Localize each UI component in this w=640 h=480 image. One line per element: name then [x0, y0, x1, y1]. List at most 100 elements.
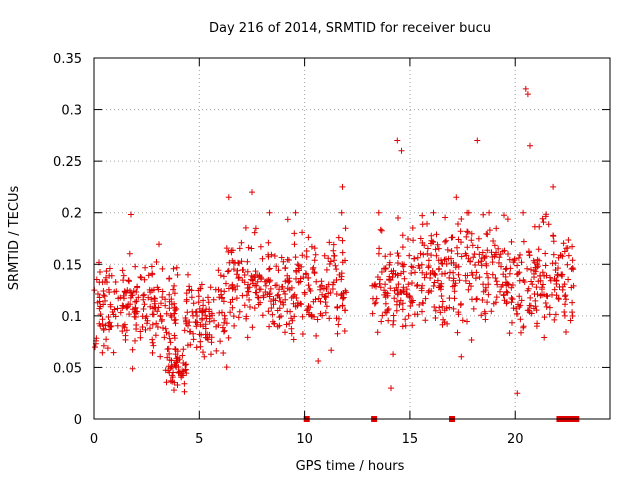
data-point [173, 264, 180, 271]
data-point [394, 272, 401, 279]
data-point [425, 289, 432, 296]
data-point [171, 310, 178, 317]
data-point [303, 248, 310, 254]
data-point [559, 283, 566, 290]
data-point [141, 301, 148, 308]
data-point [167, 339, 174, 346]
data-point [443, 237, 450, 244]
data-point [374, 329, 381, 336]
data-point [433, 252, 440, 259]
data-point [198, 281, 205, 288]
data-point [469, 242, 476, 249]
data-point [311, 245, 318, 252]
data-point [292, 254, 299, 261]
data-point [432, 315, 439, 321]
y-tick-label: 0.05 [53, 361, 82, 376]
data-point [257, 299, 264, 306]
data-point [103, 336, 110, 343]
data-point [390, 351, 397, 358]
data-point [149, 336, 156, 343]
data-point [428, 288, 435, 295]
data-point [376, 245, 383, 252]
data-point [211, 317, 217, 324]
data-point [141, 291, 148, 298]
data-point [97, 269, 103, 275]
data-point [468, 337, 475, 343]
data-point [227, 309, 234, 316]
data-point [260, 292, 267, 299]
data-point [196, 331, 203, 338]
data-point [434, 277, 441, 284]
data-point [528, 310, 535, 317]
data-point [550, 183, 557, 190]
data-point [402, 316, 409, 323]
data-point [417, 235, 424, 242]
data-point [501, 212, 507, 219]
data-point [256, 286, 263, 293]
data-point [168, 301, 175, 308]
data-point [284, 216, 291, 223]
data-point [287, 308, 294, 315]
data-point [414, 282, 421, 288]
data-point [405, 312, 412, 319]
data-point [457, 302, 464, 308]
data-point [319, 312, 326, 319]
data-point [147, 325, 153, 332]
data-point [268, 305, 275, 311]
data-point [311, 269, 318, 276]
data-point [206, 315, 213, 322]
data-point [295, 279, 302, 286]
data-point [475, 235, 482, 242]
data-point [282, 329, 288, 336]
data-point [141, 276, 148, 283]
data-point [195, 293, 202, 300]
data-point [197, 338, 204, 345]
data-point [200, 349, 206, 356]
data-point [243, 292, 250, 299]
data-point [451, 288, 458, 295]
data-point [503, 288, 510, 295]
data-point [233, 295, 240, 302]
data-point [266, 323, 273, 330]
data-point [166, 335, 173, 342]
data-point [248, 245, 255, 252]
data-point [405, 281, 412, 288]
data-point [442, 238, 448, 245]
data-point [266, 209, 273, 216]
data-point [159, 288, 166, 295]
data-point [266, 266, 272, 273]
data-point [132, 337, 138, 344]
data-point [170, 286, 177, 293]
data-point [386, 259, 393, 266]
data-point [474, 244, 481, 251]
data-point [200, 302, 207, 309]
data-point [225, 334, 232, 341]
data-point [339, 237, 346, 244]
data-point [256, 272, 263, 279]
data-point [180, 346, 187, 353]
data-point [171, 387, 177, 394]
data-point [158, 300, 164, 307]
data-point [184, 309, 191, 316]
data-point [169, 378, 176, 385]
data-point [432, 272, 439, 278]
data-point [439, 271, 445, 277]
data-point [162, 325, 169, 332]
data-point [506, 270, 513, 277]
data-point [138, 274, 145, 281]
data-point [409, 225, 416, 231]
plot-frame [93, 57, 611, 420]
data-point [323, 284, 330, 290]
data-point [339, 183, 346, 190]
data-point [133, 289, 140, 295]
data-point [399, 244, 406, 251]
data-point [454, 329, 461, 336]
data-point [493, 225, 500, 232]
data-point [157, 312, 164, 319]
data-point [314, 316, 321, 323]
data-point [284, 256, 291, 263]
data-point [197, 343, 204, 350]
data-point [163, 379, 170, 386]
data-point [525, 307, 532, 314]
data-point [113, 288, 120, 295]
